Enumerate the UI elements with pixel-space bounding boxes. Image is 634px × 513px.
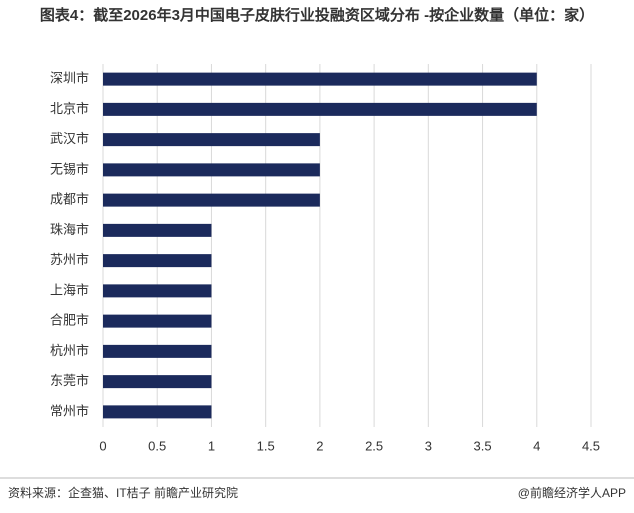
x-tick-label: 4: [533, 438, 540, 453]
x-tick-label: 1.5: [257, 438, 275, 453]
y-tick-label: 东莞市: [50, 373, 89, 388]
x-tick-label: 2.5: [365, 438, 383, 453]
x-tick-label: 0: [99, 438, 106, 453]
bar: [103, 133, 320, 147]
x-tick-label: 3.5: [474, 438, 492, 453]
y-tick-label: 合肥市: [50, 313, 89, 328]
y-tick-label: 深圳市: [50, 71, 89, 86]
x-tick-label: 4.5: [582, 438, 600, 453]
y-tick-label: 无锡市: [50, 161, 89, 176]
x-tick-label: 0.5: [148, 438, 166, 453]
bar: [103, 344, 212, 358]
bar: [103, 375, 212, 389]
x-tick-label: 1: [208, 438, 215, 453]
bar: [103, 314, 212, 328]
bar: [103, 72, 537, 86]
y-tick-label: 武汉市: [50, 131, 89, 146]
bar: [103, 163, 320, 177]
y-tick-label: 苏州市: [50, 252, 89, 267]
bar: [103, 405, 212, 419]
chart-title: 图表4：截至2026年3月中国电子皮肤行业投融资区域分布 -按企业数量（单位：家…: [39, 7, 595, 24]
source-note: 资料来源：企查猫、IT桔子 前瞻产业研究院: [8, 486, 238, 500]
bar: [103, 254, 212, 268]
y-tick-label: 珠海市: [50, 222, 89, 237]
y-tick-label: 上海市: [50, 282, 89, 297]
y-tick-label: 成都市: [50, 192, 89, 207]
y-tick-label: 杭州市: [50, 343, 89, 358]
bar: [103, 284, 212, 298]
x-tick-label: 2: [316, 438, 323, 453]
y-tick-label: 常州市: [50, 403, 89, 418]
x-tick-label: 3: [425, 438, 432, 453]
bar: [103, 193, 320, 207]
bar: [103, 102, 537, 116]
bar: [103, 223, 212, 237]
brand: @前瞻经济学人APP: [517, 486, 626, 500]
y-tick-label: 北京市: [50, 101, 89, 116]
